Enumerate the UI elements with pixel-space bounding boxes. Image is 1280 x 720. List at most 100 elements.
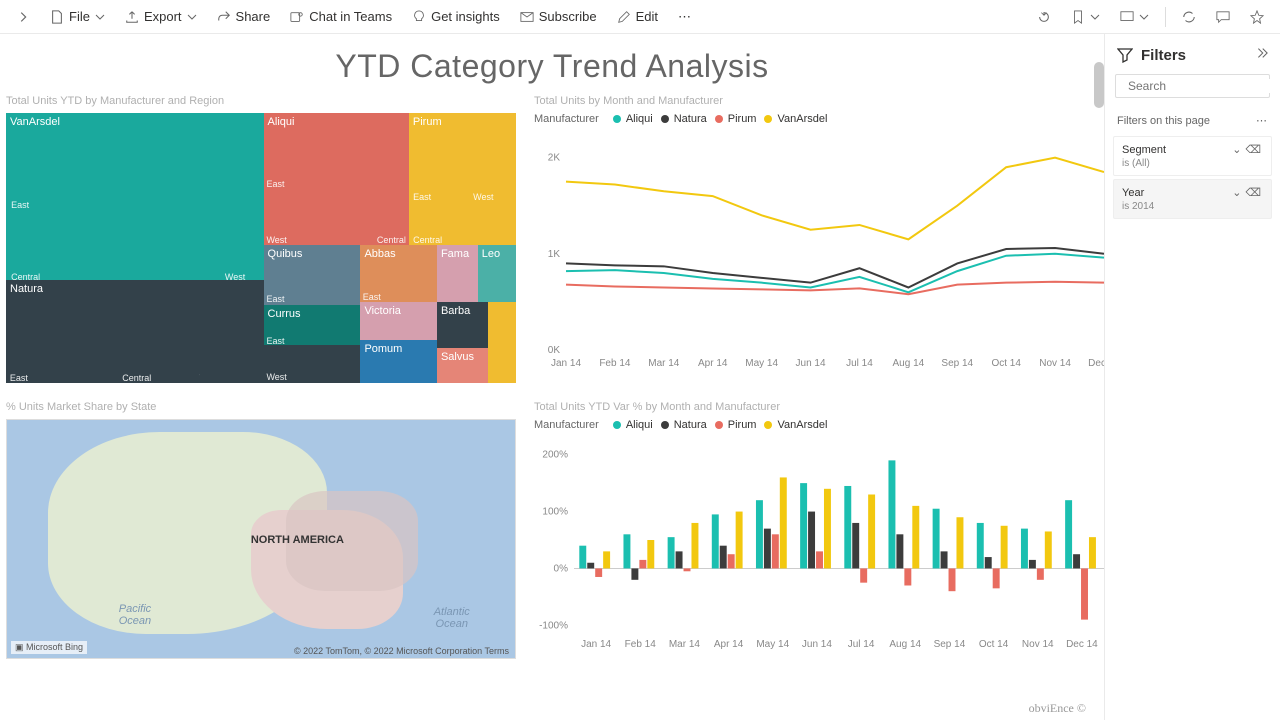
treemap-cell[interactable]: VanArsdelEastCentralWest bbox=[6, 113, 264, 280]
view-button[interactable] bbox=[1112, 6, 1157, 28]
export-menu[interactable]: Export bbox=[117, 5, 205, 28]
filters-search-input[interactable] bbox=[1128, 79, 1280, 93]
svg-text:0K: 0K bbox=[548, 345, 561, 356]
filters-header: Filters bbox=[1141, 47, 1186, 64]
edit-button[interactable]: Edit bbox=[609, 5, 666, 28]
footer-brand: obviEnce © bbox=[1029, 701, 1086, 716]
svg-text:May 14: May 14 bbox=[745, 358, 778, 369]
refresh-icon bbox=[1182, 10, 1196, 24]
filters-pane: Filters Filters on this page ⋯ Segment⌄⌫… bbox=[1104, 34, 1280, 720]
treemap-cell[interactable]: Salvus bbox=[437, 348, 488, 383]
treemap-cell[interactable]: Leo bbox=[478, 245, 516, 302]
insights-label: Get insights bbox=[431, 9, 500, 24]
line-chart-legend: Manufacturer Aliqui Natura Pirum VanArsd… bbox=[534, 113, 1104, 131]
lightbulb-icon bbox=[412, 10, 426, 24]
reset-button[interactable] bbox=[1029, 6, 1059, 28]
chat-teams-button[interactable]: Chat in Teams bbox=[282, 5, 400, 28]
comment-button[interactable] bbox=[1208, 6, 1238, 28]
svg-text:Jun 14: Jun 14 bbox=[796, 358, 826, 369]
svg-text:Feb 14: Feb 14 bbox=[625, 639, 657, 650]
map-container[interactable]: NORTH AMERICA PacificOcean AtlanticOcean… bbox=[6, 419, 516, 659]
treemap-cell[interactable]: AbbasEast bbox=[360, 245, 437, 302]
map-atlantic-label: AtlanticOcean bbox=[434, 606, 470, 630]
refresh-button[interactable] bbox=[1174, 6, 1204, 28]
back-button[interactable] bbox=[8, 6, 38, 28]
treemap-cell[interactable]: QuibusEast bbox=[264, 245, 361, 304]
share-icon bbox=[217, 10, 231, 24]
filters-search[interactable] bbox=[1115, 74, 1270, 98]
filter-card[interactable]: Segment⌄⌫is (All) bbox=[1113, 136, 1272, 176]
export-label: Export bbox=[144, 9, 182, 24]
treemap-cell[interactable] bbox=[200, 280, 264, 383]
favorite-button[interactable] bbox=[1242, 6, 1272, 28]
scrollbar[interactable] bbox=[1094, 62, 1104, 108]
share-label: Share bbox=[236, 9, 271, 24]
treemap-cell[interactable]: Barba bbox=[437, 302, 488, 348]
chevron-down-icon bbox=[95, 12, 105, 22]
svg-text:1K: 1K bbox=[548, 249, 561, 260]
line-chart-visual[interactable]: Total Units by Month and Manufacturer Ma… bbox=[534, 93, 1104, 383]
svg-text:200%: 200% bbox=[542, 450, 568, 461]
treemap-cell[interactable]: Victoria bbox=[360, 302, 437, 340]
filters-section-more[interactable]: ⋯ bbox=[1256, 114, 1268, 127]
map-na-label: NORTH AMERICA bbox=[251, 534, 344, 546]
svg-text:-100%: -100% bbox=[539, 620, 568, 631]
svg-text:Dec 14: Dec 14 bbox=[1066, 639, 1098, 650]
chevron-down-icon[interactable]: ⌄ bbox=[1230, 186, 1243, 199]
treemap-cell[interactable]: CurrusEast bbox=[264, 305, 361, 346]
filter-icon bbox=[1117, 47, 1133, 63]
bar-chart-visual[interactable]: Total Units YTD Var % by Month and Manuf… bbox=[534, 399, 1104, 659]
treemap-title: Total Units YTD by Manufacturer and Regi… bbox=[6, 93, 516, 113]
treemap-cell[interactable] bbox=[488, 302, 516, 383]
svg-text:2K: 2K bbox=[548, 153, 561, 164]
treemap-cell[interactable]: AliquiEastWestCentral bbox=[264, 113, 409, 245]
map-visual[interactable]: % Units Market Share by State NORTH AMER… bbox=[6, 399, 516, 659]
treemap-cell[interactable]: NaturaEastCentralWest bbox=[6, 280, 200, 383]
clear-filter-icon[interactable]: ⌫ bbox=[1243, 186, 1263, 199]
export-icon bbox=[125, 10, 139, 24]
svg-text:100%: 100% bbox=[542, 507, 568, 518]
svg-text:Feb 14: Feb 14 bbox=[599, 358, 631, 369]
svg-text:0%: 0% bbox=[554, 563, 569, 574]
treemap-cell[interactable]: Fama bbox=[437, 245, 478, 302]
svg-text:Sep 14: Sep 14 bbox=[934, 639, 966, 650]
svg-text:Jul 14: Jul 14 bbox=[848, 639, 875, 650]
bookmark-button[interactable] bbox=[1063, 6, 1108, 28]
line-chart-title: Total Units by Month and Manufacturer bbox=[534, 93, 1104, 113]
svg-text:Sep 14: Sep 14 bbox=[941, 358, 973, 369]
subscribe-button[interactable]: Subscribe bbox=[512, 5, 605, 28]
svg-text:Jul 14: Jul 14 bbox=[846, 358, 873, 369]
treemap-cell[interactable]: PirumEastWestCentral bbox=[409, 113, 516, 245]
filter-card[interactable]: Year⌄⌫is 2014 bbox=[1113, 179, 1272, 219]
treemap-visual[interactable]: Total Units YTD by Manufacturer and Regi… bbox=[6, 93, 516, 383]
svg-text:Mar 14: Mar 14 bbox=[648, 358, 680, 369]
file-menu[interactable]: File bbox=[42, 5, 113, 28]
report-canvas: YTD Category Trend Analysis Total Units … bbox=[0, 34, 1104, 720]
reset-icon bbox=[1037, 10, 1051, 24]
svg-text:Mar 14: Mar 14 bbox=[669, 639, 701, 650]
pencil-icon bbox=[617, 10, 631, 24]
more-menu[interactable]: ⋯ bbox=[670, 5, 699, 29]
file-label: File bbox=[69, 9, 90, 24]
svg-text:Oct 14: Oct 14 bbox=[991, 358, 1021, 369]
treemap-cell[interactable]: Pomum bbox=[360, 340, 437, 383]
svg-text:May 14: May 14 bbox=[756, 639, 789, 650]
collapse-pane-button[interactable] bbox=[1254, 46, 1268, 64]
view-icon bbox=[1120, 10, 1134, 24]
treemap-cell[interactable]: West bbox=[264, 345, 361, 383]
star-icon bbox=[1250, 10, 1264, 24]
file-icon bbox=[50, 10, 64, 24]
svg-text:Nov 14: Nov 14 bbox=[1022, 639, 1054, 650]
svg-text:Jun 14: Jun 14 bbox=[802, 639, 832, 650]
svg-text:Dec 14: Dec 14 bbox=[1088, 358, 1104, 369]
insights-button[interactable]: Get insights bbox=[404, 5, 508, 28]
mail-icon bbox=[520, 10, 534, 24]
chevron-down-icon[interactable]: ⌄ bbox=[1230, 143, 1243, 156]
clear-filter-icon[interactable]: ⌫ bbox=[1243, 143, 1263, 156]
share-button[interactable]: Share bbox=[209, 5, 279, 28]
map-credit: © 2022 TomTom, © 2022 Microsoft Corporat… bbox=[294, 646, 509, 656]
bar-chart-legend: Manufacturer Aliqui Natura Pirum VanArsd… bbox=[534, 419, 1104, 437]
filters-section-label: Filters on this page bbox=[1117, 115, 1210, 127]
bookmark-icon bbox=[1071, 10, 1085, 24]
svg-text:Aug 14: Aug 14 bbox=[889, 639, 921, 650]
